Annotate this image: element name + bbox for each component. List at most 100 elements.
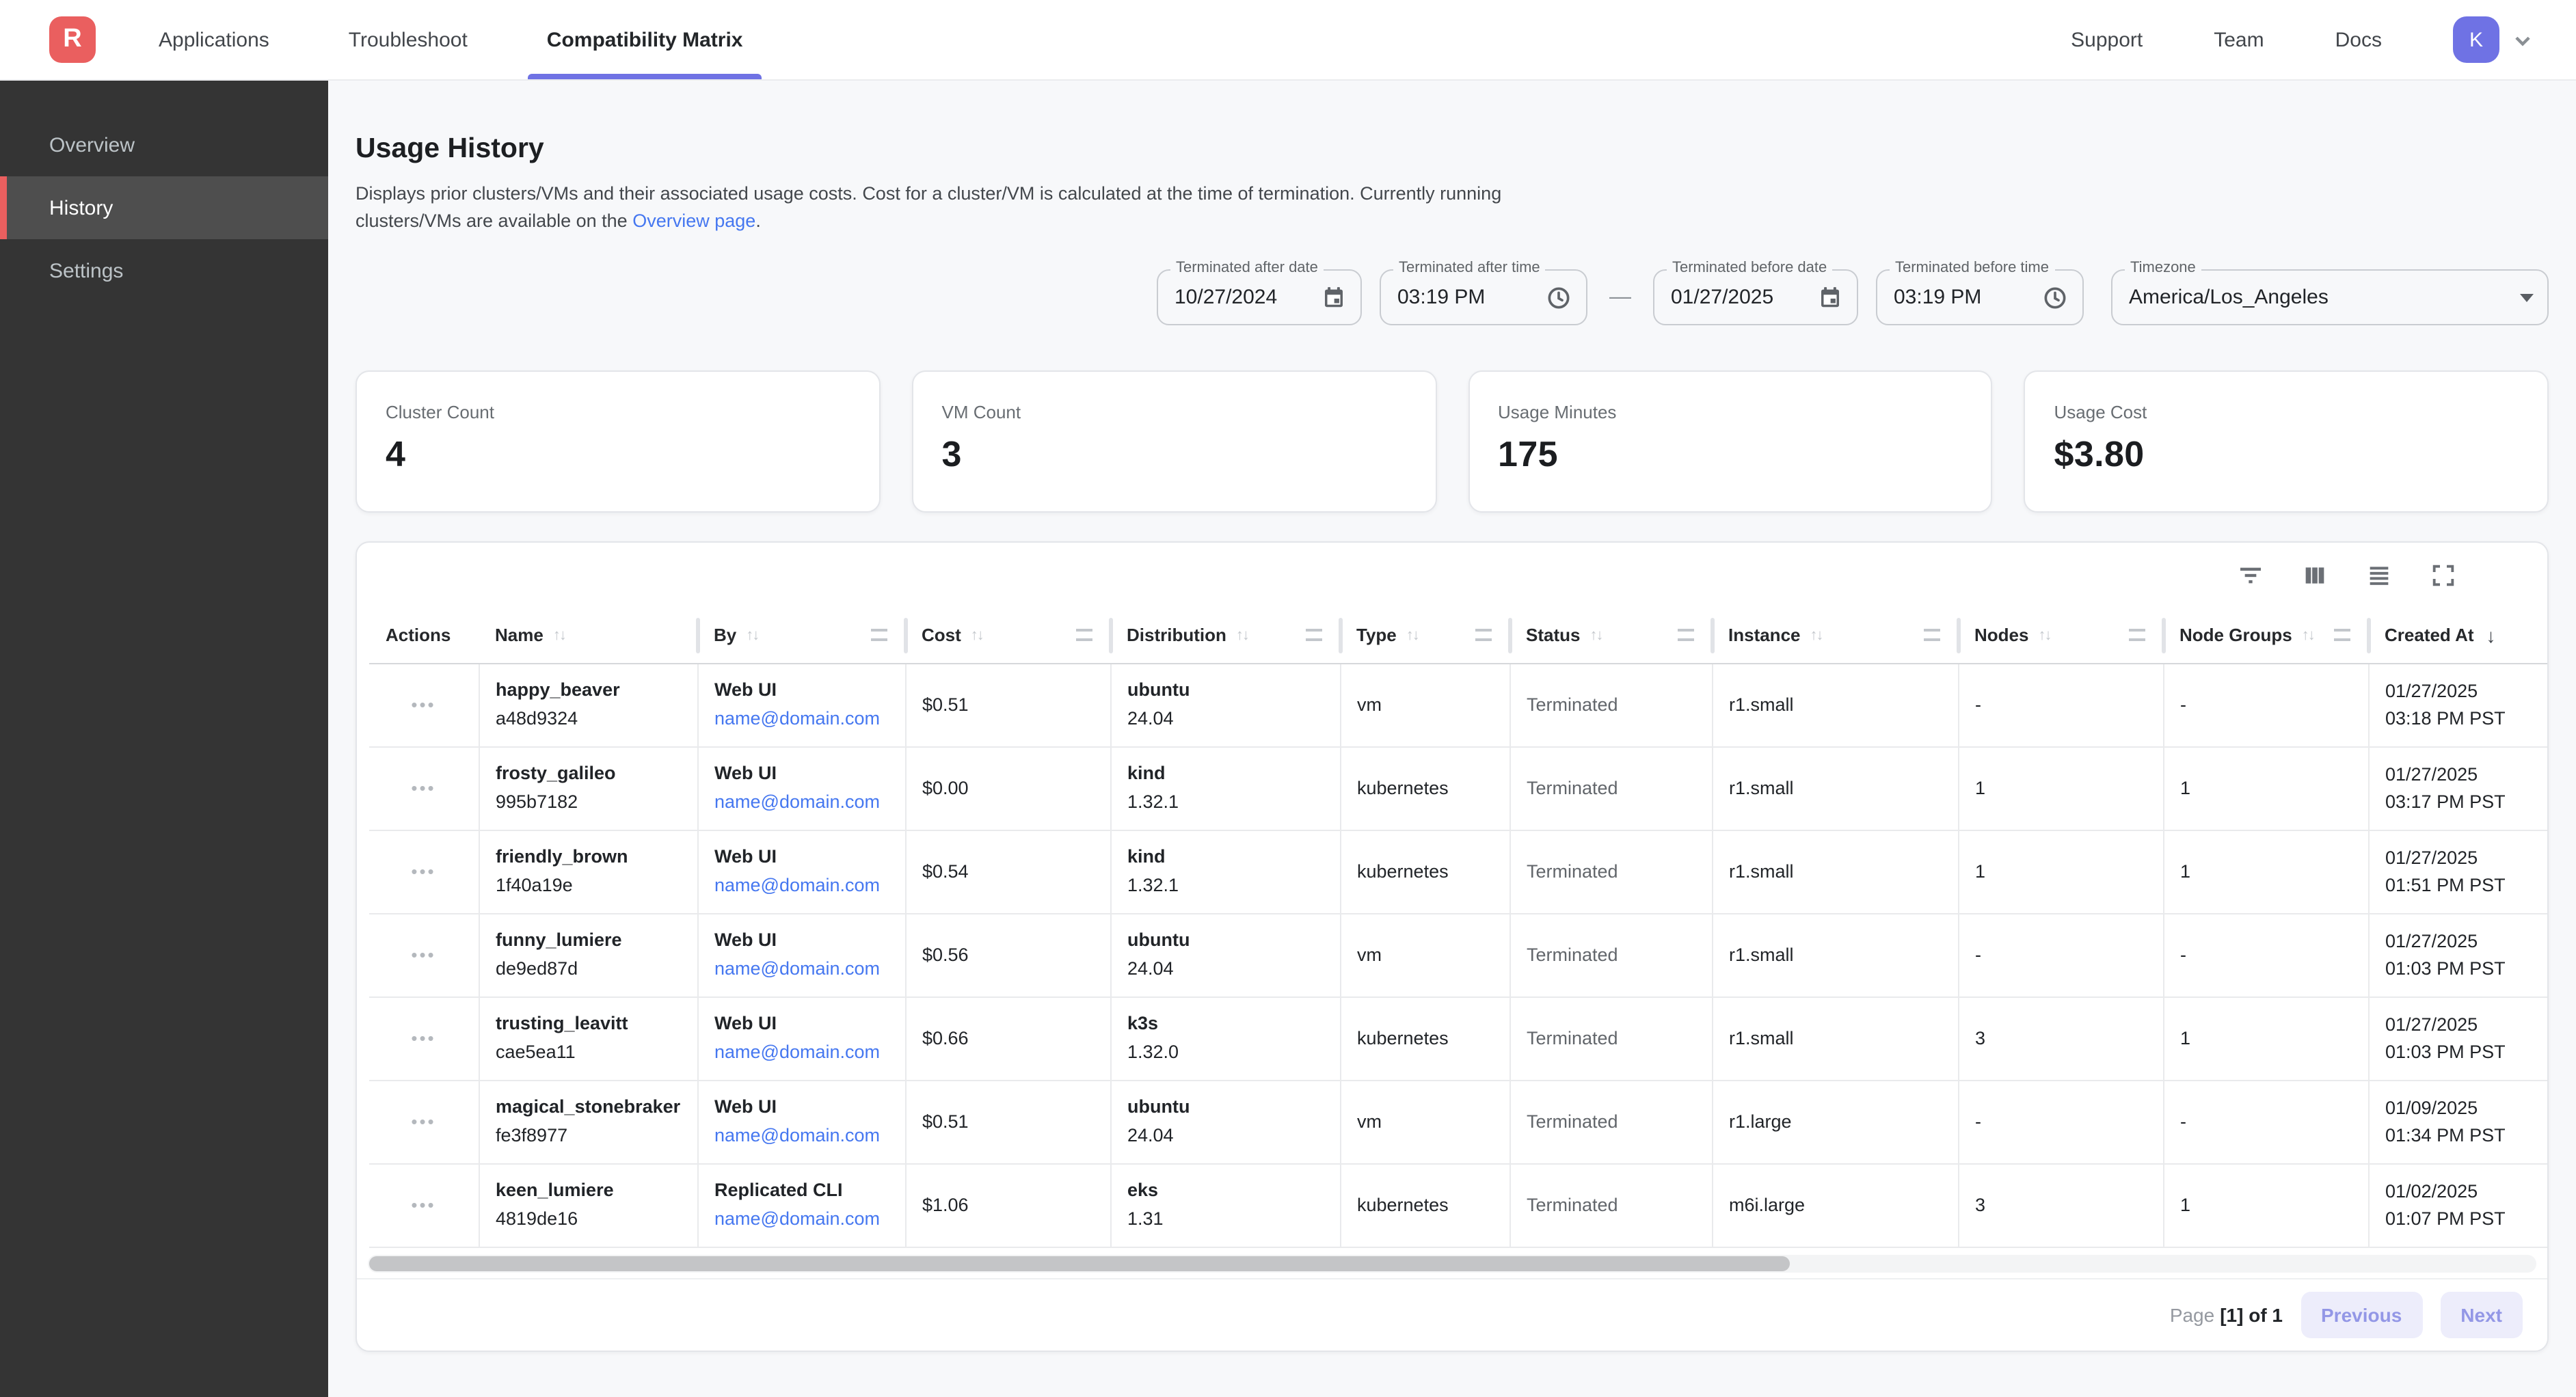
cluster-id: 1f40a19e — [496, 872, 697, 899]
calendar-icon[interactable] — [1307, 284, 1347, 310]
app-viewport: R Applications Troubleshoot Compatibilit… — [0, 0, 2576, 1397]
distribution-name: eks — [1127, 1177, 1339, 1204]
filter-bar: Terminated after date 10/27/2024 Termina… — [355, 269, 2549, 325]
next-page-button[interactable]: Next — [2440, 1291, 2523, 1338]
cell-type: vm — [1340, 1080, 1510, 1163]
email-link[interactable]: name@domain.com — [714, 789, 904, 816]
column-menu-icon[interactable] — [871, 629, 887, 642]
column-header-type[interactable]: Type↑↓ — [1340, 608, 1510, 663]
avatar[interactable]: K — [2453, 16, 2499, 63]
column-header-node_groups[interactable]: Node Groups↑↓ — [2163, 608, 2368, 663]
tab-compatibility-matrix[interactable]: Compatibility Matrix — [547, 0, 743, 79]
timezone-select[interactable]: Timezone America/Los_Angeles — [2111, 269, 2549, 325]
active-tab-underline — [528, 74, 762, 79]
cluster-id: a48d9324 — [496, 705, 697, 733]
email-link[interactable]: name@domain.com — [714, 955, 904, 983]
email-link[interactable]: name@domain.com — [714, 872, 904, 899]
columns-icon[interactable] — [2301, 562, 2329, 589]
column-label: Type — [1356, 625, 1397, 646]
row-actions-button[interactable]: ••• — [411, 861, 435, 882]
email-link[interactable]: name@domain.com — [714, 1122, 904, 1150]
cell-node_groups: 1 — [2163, 1163, 2368, 1247]
column-header-cost[interactable]: Cost↑↓ — [905, 608, 1110, 663]
nav-link-team[interactable]: Team — [2214, 28, 2264, 51]
email-link[interactable]: name@domain.com — [714, 1206, 904, 1233]
distribution-version: 1.31 — [1127, 1206, 1339, 1233]
column-header-distribution[interactable]: Distribution↑↓ — [1110, 608, 1340, 663]
column-header-status[interactable]: Status↑↓ — [1510, 608, 1712, 663]
fullscreen-icon[interactable] — [2430, 562, 2457, 589]
column-menu-icon[interactable] — [1678, 629, 1694, 642]
stat-label: Usage Minutes — [1498, 402, 1963, 422]
row-actions-button[interactable]: ••• — [411, 945, 435, 965]
created-date: 01/27/2025 — [2385, 927, 2547, 955]
sort-icon: ↑↓ — [2038, 627, 2050, 644]
sidebar-item-settings[interactable]: Settings — [0, 239, 328, 302]
column-menu-icon[interactable] — [2334, 629, 2350, 642]
column-header-instance[interactable]: Instance↑↓ — [1712, 608, 1958, 663]
previous-page-button[interactable]: Previous — [2300, 1291, 2422, 1338]
terminated-after-time-field[interactable]: Terminated after time 03:19 PM — [1380, 269, 1587, 325]
email-link[interactable]: name@domain.com — [714, 1039, 904, 1066]
density-icon[interactable] — [2365, 562, 2393, 589]
cell-by: Web UIname@domain.com — [697, 830, 905, 913]
cell-distribution: kind1.32.1 — [1110, 830, 1340, 913]
horizontal-scrollbar[interactable] — [357, 1254, 2547, 1279]
cluster-name: trusting_leavitt — [496, 1010, 697, 1037]
cell-nodes: 1 — [1958, 746, 2163, 830]
row-actions-button[interactable]: ••• — [411, 1028, 435, 1048]
terminated-before-time-field[interactable]: Terminated before time 03:19 PM — [1876, 269, 2084, 325]
cell-type: kubernetes — [1340, 746, 1510, 830]
distribution-version: 24.04 — [1127, 1122, 1339, 1150]
instance-value: r1.small — [1729, 1028, 1794, 1048]
account-menu-chevron[interactable] — [2508, 25, 2538, 55]
overview-page-link[interactable]: Overview page — [632, 210, 755, 230]
clock-icon[interactable] — [2028, 284, 2069, 311]
cell-type: kubernetes — [1340, 996, 1510, 1080]
column-menu-icon[interactable] — [1076, 629, 1092, 642]
terminated-after-date-field[interactable]: Terminated after date 10/27/2024 — [1157, 269, 1362, 325]
filter-icon[interactable] — [2237, 562, 2264, 589]
tab-applications[interactable]: Applications — [159, 0, 269, 79]
stat-label: Cluster Count — [386, 402, 850, 422]
column-menu-icon[interactable] — [1475, 629, 1492, 642]
row-actions-button[interactable]: ••• — [411, 778, 435, 798]
cell-nodes: - — [1958, 913, 2163, 996]
cell-actions: ••• — [369, 746, 479, 830]
cell-status: Terminated — [1510, 913, 1712, 996]
created-time: 01:07 PM PST — [2385, 1205, 2547, 1232]
row-actions-button[interactable]: ••• — [411, 1195, 435, 1215]
brand-logo[interactable]: R — [49, 16, 96, 63]
created-date: 01/27/2025 — [2385, 761, 2547, 788]
calendar-icon[interactable] — [1803, 284, 1843, 310]
column-header-name[interactable]: Name↑↓ — [479, 608, 697, 663]
scrollbar-thumb[interactable] — [369, 1256, 1790, 1271]
cell-instance: r1.small — [1712, 830, 1958, 913]
column-menu-icon[interactable] — [1306, 629, 1322, 642]
sidebar-item-history[interactable]: History — [0, 176, 328, 239]
email-link[interactable]: name@domain.com — [714, 705, 904, 733]
clock-icon[interactable] — [1531, 284, 1572, 311]
table-row: •••friendly_brown1f40a19eWeb UIname@doma… — [369, 830, 2547, 913]
created-by-source: Web UI — [714, 677, 904, 704]
created-date: 01/02/2025 — [2385, 1178, 2547, 1205]
row-actions-button[interactable]: ••• — [411, 1111, 435, 1132]
cluster-id: 995b7182 — [496, 789, 697, 816]
cell-actions: ••• — [369, 830, 479, 913]
cost-value: $1.06 — [922, 1195, 969, 1215]
column-menu-icon[interactable] — [1924, 629, 1940, 642]
cluster-id: fe3f8977 — [496, 1122, 697, 1150]
created-date: 01/27/2025 — [2385, 1011, 2547, 1038]
terminated-before-date-field[interactable]: Terminated before date 01/27/2025 — [1653, 269, 1858, 325]
tab-troubleshoot[interactable]: Troubleshoot — [349, 0, 468, 79]
column-header-by[interactable]: By↑↓ — [697, 608, 905, 663]
sort-icon: ↑↓ — [553, 627, 565, 644]
sidebar-item-overview[interactable]: Overview — [0, 113, 328, 176]
column-header-nodes[interactable]: Nodes↑↓ — [1958, 608, 2163, 663]
nav-link-docs[interactable]: Docs — [2335, 28, 2382, 51]
column-header-created[interactable]: Created At↓ — [2368, 608, 2547, 663]
row-actions-button[interactable]: ••• — [411, 694, 435, 715]
date-range-separator: — — [1609, 285, 1631, 310]
nav-link-support[interactable]: Support — [2071, 28, 2143, 51]
column-menu-icon[interactable] — [2129, 629, 2145, 642]
